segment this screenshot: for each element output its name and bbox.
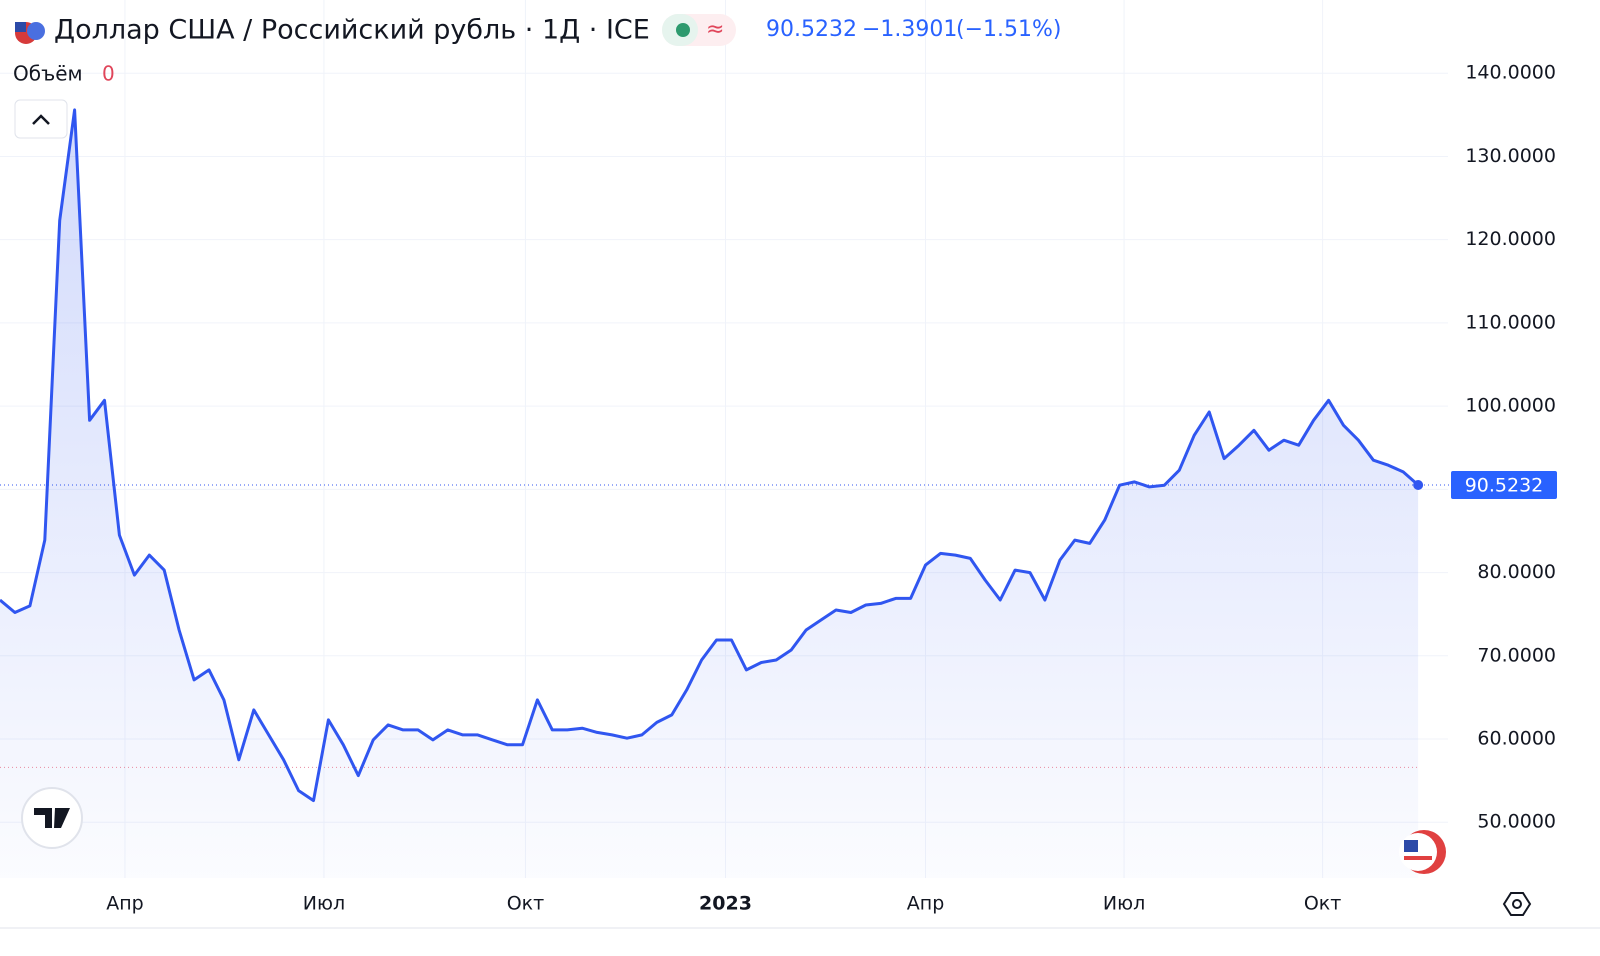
y-tick-label: 120.0000 [1465,228,1556,250]
header-change: −1.3901 [862,17,957,42]
header-change-pct: (−1.51%) [956,17,1062,42]
x-tick-label: Июл [1103,893,1145,915]
approx-icon: ≈ [706,17,724,42]
x-tick-label: Окт [1304,893,1342,915]
market-dot [676,23,690,37]
y-tick-label: 140.0000 [1465,62,1556,84]
collapse-icon [32,114,50,125]
area-fill [0,109,1419,878]
x-tick-label: 2023 [699,893,752,915]
collapse-button[interactable] [14,99,68,139]
x-tick-label: Апр [907,893,944,915]
last-price-label: 90.5232 [1465,474,1544,496]
y-tick-label: 130.0000 [1465,145,1556,167]
y-tick-label: 50.0000 [1477,811,1556,833]
y-tick-label: 80.0000 [1477,561,1556,583]
x-tick-label: Апр [106,893,143,915]
y-tick-label: 100.0000 [1465,395,1556,417]
last-point [1413,479,1424,490]
last-price-box [1451,470,1557,499]
y-tick-label: 70.0000 [1477,644,1556,666]
settings-icon[interactable] [1502,892,1532,916]
tv-logo-mark [34,808,70,828]
volume-label: Объём [13,62,83,86]
x-tick-label: Окт [507,893,545,915]
y-tick-label: 110.0000 [1465,311,1556,333]
currency-flag[interactable] [1399,830,1446,874]
price-line [0,108,1420,803]
y-tick-label: 60.0000 [1477,728,1556,750]
header-price: 90.5232 [766,17,857,42]
x-tick-label: Июл [303,893,345,915]
volume-value: 0 [102,62,115,86]
flag-icon [15,22,45,44]
chart-title: Доллар США / Российский рубль · 1Д · ICE [54,15,650,46]
